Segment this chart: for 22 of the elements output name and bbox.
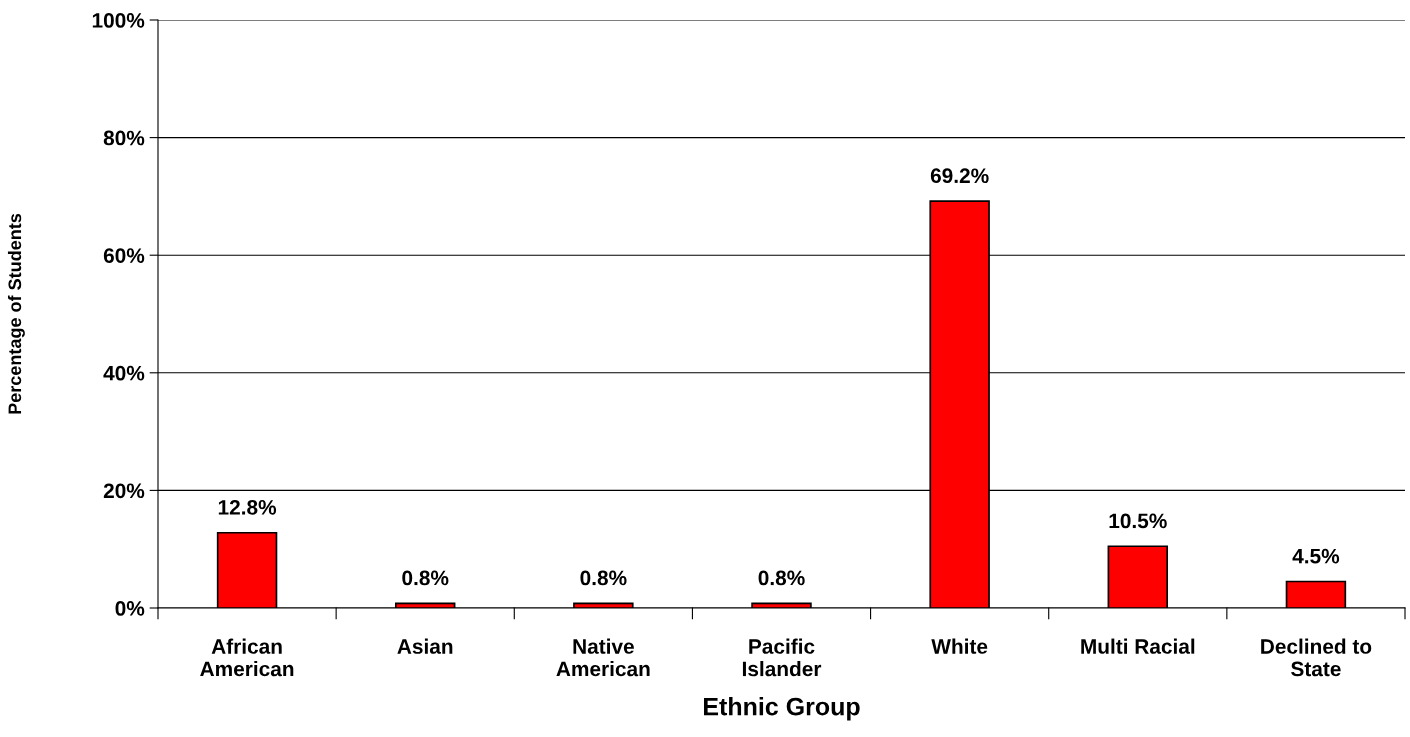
data-label: 10.5% (1109, 513, 1167, 529)
y-tick-label: 80% (103, 130, 145, 146)
data-label: 69.2% (930, 168, 989, 184)
x-tick-label: Declined to State (1261, 638, 1372, 677)
x-tick-label: Asian (397, 638, 453, 654)
x-tick-label: Pacific Islander (742, 638, 822, 677)
data-label: 4.5% (1292, 548, 1340, 564)
x-tick-label: Native American (556, 638, 650, 677)
data-label: 12.8% (218, 499, 277, 515)
data-label: 0.8% (580, 570, 627, 586)
x-axis-title: Ethnic Group (704, 697, 860, 721)
y-tick-label: 40% (103, 365, 145, 381)
x-tick-label: Multi Racial (1081, 638, 1195, 654)
x-tick-label: White (931, 638, 988, 654)
data-label: 0.8% (758, 570, 805, 586)
y-tick-label: 60% (103, 248, 145, 263)
x-tick-label: African American (200, 638, 294, 677)
y-tick-label: 20% (103, 483, 145, 499)
y-axis-title: Percentage of Students (7, 213, 25, 414)
y-tick-label: 100% (92, 13, 145, 28)
data-label: 0.8% (402, 570, 449, 586)
y-tick-label: 0% (115, 601, 145, 616)
